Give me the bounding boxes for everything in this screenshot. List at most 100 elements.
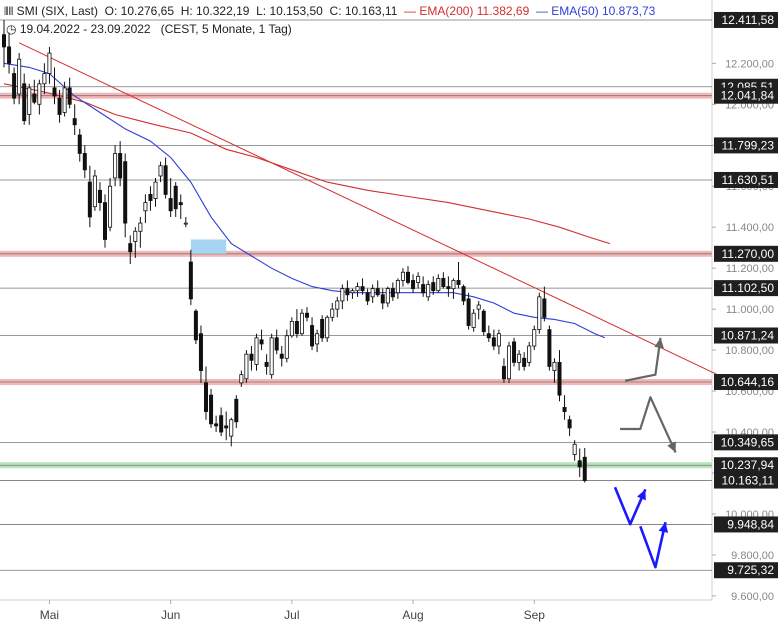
candle: [496, 329, 501, 355]
period-info: (CEST, 5 Monate, 1 Tag): [160, 22, 292, 36]
candle-body: [203, 382, 208, 412]
candle: [451, 278, 456, 299]
candle: [345, 280, 350, 301]
candle-body: [395, 280, 400, 294]
candle-body: [340, 288, 345, 302]
level-label: 10.237,94: [721, 458, 775, 472]
candle-body: [234, 398, 239, 423]
candle-body: [325, 316, 330, 339]
header-row-range: ◷ 19.04.2022 - 23.09.2022 (CEST, 5 Monat…: [6, 22, 292, 36]
level-label: 12.041,84: [721, 89, 775, 103]
candle: [491, 329, 496, 351]
candle: [441, 272, 446, 289]
candle: [527, 341, 532, 367]
candle-body: [87, 181, 92, 218]
candle-body: [108, 185, 113, 228]
candle-body: [552, 361, 557, 371]
candle: [355, 282, 360, 297]
scenario-arrow-blue: [613, 486, 647, 526]
candle-body: [7, 46, 12, 64]
open-value: 10.276,65: [120, 4, 175, 18]
candle-body: [188, 261, 193, 300]
candle: [229, 417, 234, 447]
level-label: 10.349,65: [721, 435, 775, 449]
instrument-name: SMI (SIX, Last): [16, 4, 98, 18]
candle: [315, 329, 320, 353]
level-label-box: [714, 11, 778, 28]
candle-body: [330, 308, 335, 318]
candle: [431, 276, 436, 295]
clock-icon: ◷: [6, 22, 17, 36]
ema200-label: EMA(200): [419, 4, 474, 18]
candle: [304, 307, 309, 322]
candle: [310, 317, 315, 351]
level-label-box: [714, 434, 778, 451]
level-label: 11.799,23: [722, 138, 775, 152]
candle-body: [128, 243, 133, 253]
candle: [234, 395, 239, 428]
level-label-box: [714, 562, 778, 579]
arrow-head: [637, 489, 646, 501]
candle-body: [320, 318, 325, 339]
candle-body: [461, 286, 466, 302]
level-label: 11.630,51: [722, 173, 775, 187]
candle: [416, 272, 421, 289]
candle: [259, 329, 264, 351]
candle-body: [522, 357, 527, 367]
candle: [552, 358, 557, 383]
candle: [118, 141, 123, 187]
candle-body: [390, 288, 395, 298]
date-range: 19.04.2022 - 23.09.2022: [19, 22, 151, 36]
arrow-path: [639, 521, 667, 569]
y-tick-label: 11.000,00: [726, 304, 774, 316]
candle: [481, 309, 486, 336]
candle-body: [421, 284, 426, 294]
y-tick-label: 9.600,00: [731, 591, 774, 603]
ema50-line: [3, 62, 606, 339]
y-tick-label: 10.800,00: [725, 345, 774, 357]
candle: [517, 350, 522, 371]
y-tick-label: 9.800,00: [731, 550, 774, 562]
header-row-ohlc: ⫴⫴ SMI (SIX, Last) O: 10.276,65 H: 10.32…: [4, 4, 655, 19]
candle: [22, 73, 27, 125]
candle-body: [103, 202, 108, 240]
candle: [557, 350, 562, 402]
level-label: 12.411,58: [722, 13, 775, 27]
highlight-box: [190, 239, 227, 254]
x-tick-label: Jun: [161, 608, 180, 622]
candle-body: [562, 407, 567, 412]
candle: [148, 186, 153, 211]
candle: [198, 325, 203, 383]
candle: [486, 325, 491, 342]
candle-body: [582, 456, 587, 481]
candle-body: [148, 194, 153, 201]
level-label: 10.163,11: [722, 474, 775, 488]
candle: [522, 352, 527, 371]
level-label-box: [714, 472, 778, 489]
candle-body: [173, 185, 178, 210]
candle: [143, 194, 148, 224]
candle-body: [471, 312, 476, 328]
candle-body: [365, 292, 370, 302]
ema50-legend: — EMA(50) 10.873,73: [532, 4, 656, 18]
candle: [37, 79, 42, 115]
level-label-box: [714, 280, 778, 297]
candle-body: [375, 288, 380, 296]
candle-body: [72, 118, 77, 126]
candle: [466, 292, 471, 330]
candle: [82, 145, 87, 179]
candle: [108, 178, 113, 232]
candle-body: [304, 312, 309, 318]
candle-body: [57, 97, 62, 115]
candle: [92, 169, 97, 211]
candle-body: [178, 202, 183, 206]
candle-body: [350, 290, 355, 294]
candle-body: [506, 345, 511, 380]
candle-body: [527, 345, 532, 363]
candle-body: [229, 419, 234, 437]
candle-body: [62, 87, 67, 113]
candle: [476, 300, 481, 320]
candle-body: [2, 34, 7, 48]
candle: [269, 333, 274, 379]
candle: [421, 276, 426, 297]
